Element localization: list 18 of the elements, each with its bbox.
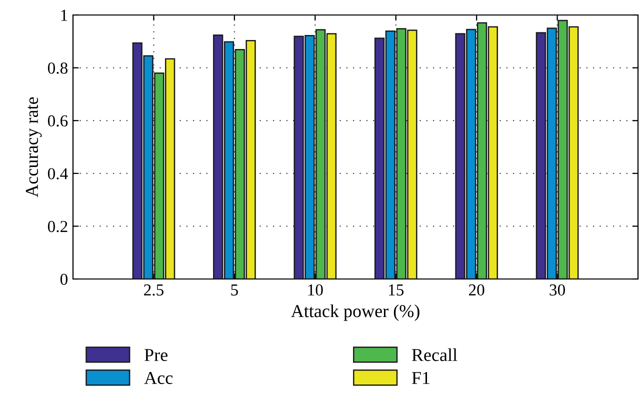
y-tick-label: 0.8 — [48, 62, 68, 74]
y-tick-label: 0 — [60, 274, 68, 285]
y-tick-label: 0.2 — [48, 220, 68, 232]
x-tick-label: 20 — [468, 284, 484, 296]
x-axis-title: Attack power (%) — [291, 304, 420, 321]
x-tick-label: 2.5 — [144, 284, 164, 296]
y-tick-label: 1 — [61, 10, 68, 21]
legend-label: Acc — [144, 372, 173, 384]
x-tick-label: 5 — [231, 284, 238, 296]
x-tick-label: 30 — [550, 284, 565, 296]
legend-label: F1 — [412, 372, 430, 384]
legend-label: Pre — [144, 349, 168, 362]
x-tick-label: 10 — [308, 284, 323, 296]
y-tick-label: 0.4 — [48, 168, 68, 180]
legend-label: Recall — [412, 348, 458, 362]
x-tick-label: 15 — [388, 284, 404, 296]
y-tick-label: 0.6 — [48, 115, 68, 127]
y-axis-title: Accuracy rate — [26, 97, 42, 198]
